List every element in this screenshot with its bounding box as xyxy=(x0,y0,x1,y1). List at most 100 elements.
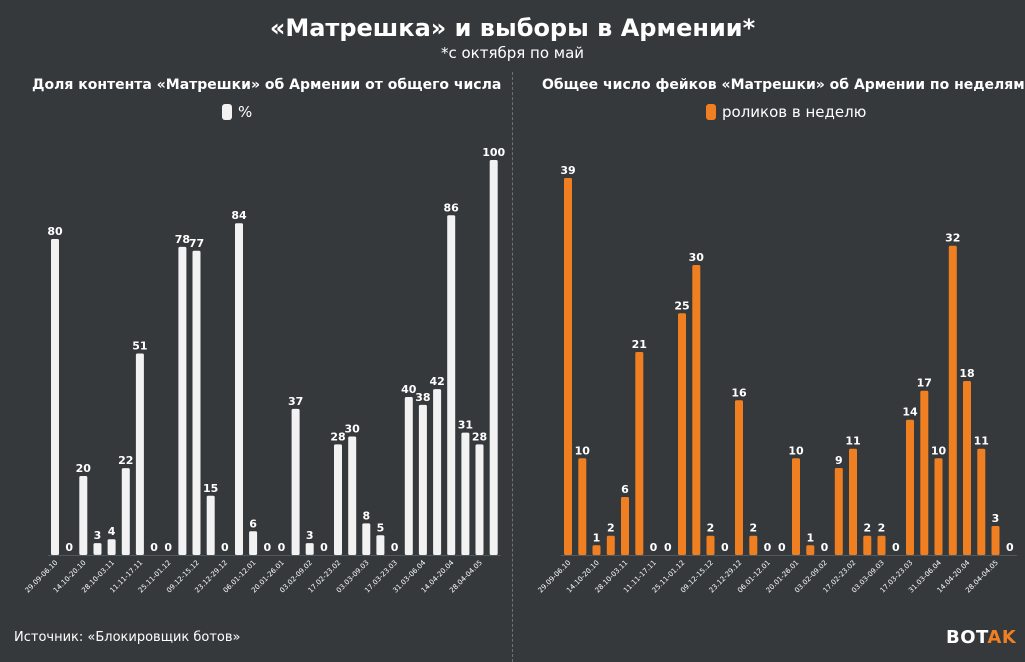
right-chart-bar xyxy=(564,178,572,555)
page-subtitle: *с октября по май xyxy=(440,44,585,62)
left-chart-data-label: 28 xyxy=(472,430,487,443)
right-chart-data-label: 25 xyxy=(674,299,689,312)
right-chart-data-label: 2 xyxy=(607,522,615,535)
left-chart-data-label: 51 xyxy=(132,340,147,353)
left-chart-data-label: 0 xyxy=(263,541,271,554)
left-chart-data-label: 28 xyxy=(330,430,345,443)
right-chart-data-label: 18 xyxy=(959,367,974,380)
left-chart-bar xyxy=(51,239,59,555)
left-chart-data-label: 20 xyxy=(76,462,92,475)
left-chart-legend: % xyxy=(222,103,252,121)
right-legend-label: роликов в неделю xyxy=(722,103,867,121)
left-chart-data-label: 80 xyxy=(47,225,63,238)
left-chart-data-label: 0 xyxy=(391,541,399,554)
right-chart-bar xyxy=(749,535,758,555)
right-chart-data-label: 6 xyxy=(621,483,629,496)
right-chart-data-label: 0 xyxy=(821,541,829,554)
right-chart-data-label: 39 xyxy=(560,164,575,177)
right-chart-bar xyxy=(906,419,914,555)
left-chart-bar xyxy=(192,250,201,556)
left-chart-bar xyxy=(447,215,456,556)
left-chart-data-label: 22 xyxy=(118,454,133,467)
right-chart-bar xyxy=(991,526,1000,555)
right-chart-data-label: 17 xyxy=(917,377,932,390)
left-chart-bar xyxy=(418,404,427,555)
right-chart-bar xyxy=(606,535,615,555)
right-chart-data-label: 11 xyxy=(974,435,989,448)
right-chart-bar xyxy=(592,545,601,555)
left-chart-data-label: 0 xyxy=(164,541,172,554)
logo-part-2: AK xyxy=(987,627,1017,648)
right-chart-data-label: 0 xyxy=(764,541,772,554)
right-chart-data-label: 10 xyxy=(788,444,804,457)
right-chart-data-label: 32 xyxy=(945,232,960,245)
left-chart-data-label: 0 xyxy=(65,541,73,554)
left-chart-bar xyxy=(291,408,300,556)
right-chart-data-label: 10 xyxy=(931,444,947,457)
left-chart-data-label: 8 xyxy=(362,509,370,522)
logo-part-1: BOT xyxy=(946,627,988,648)
left-chart-bar xyxy=(305,543,314,555)
right-chart-data-label: 0 xyxy=(650,541,658,554)
right-legend-swatch xyxy=(706,104,716,120)
right-chart-title: Общее число фейков «Матрешки» об Армении… xyxy=(542,77,1025,93)
right-chart-data-label: 1 xyxy=(593,531,601,544)
right-chart-bar xyxy=(735,400,743,555)
left-chart-data-label: 84 xyxy=(231,209,247,222)
left-chart-data-label: 5 xyxy=(377,521,385,534)
right-chart-data-label: 16 xyxy=(731,386,747,399)
right-chart-data-label: 0 xyxy=(721,541,729,554)
page-title: «Матрешка» и выборы в Армении* xyxy=(269,14,756,42)
left-chart-bar xyxy=(433,389,442,555)
right-chart-bar xyxy=(635,352,644,555)
left-chart-data-label: 0 xyxy=(221,541,229,554)
right-chart-data-label: 30 xyxy=(689,251,705,264)
right-chart-bar xyxy=(834,468,843,555)
left-chart-bar xyxy=(362,523,371,555)
left-chart-bar xyxy=(461,432,470,556)
left-chart-data-label: 3 xyxy=(94,529,102,542)
right-chart-data-label: 0 xyxy=(1006,541,1014,554)
left-chart-bar xyxy=(376,535,385,556)
left-chart-data-label: 4 xyxy=(108,525,116,538)
charts-divider xyxy=(512,72,514,662)
right-chart-bar xyxy=(806,545,815,555)
left-legend-label: % xyxy=(238,103,253,121)
right-chart-data-label: 0 xyxy=(778,541,786,554)
right-chart-data-label: 2 xyxy=(707,522,715,535)
left-chart-data-label: 15 xyxy=(203,482,218,495)
left-chart-bar xyxy=(249,531,258,555)
left-chart-data-label: 86 xyxy=(444,201,460,214)
right-chart-data-label: 2 xyxy=(863,522,871,535)
left-chart-data-label: 0 xyxy=(320,541,328,554)
right-chart-bar xyxy=(977,448,986,555)
left-chart-data-label: 78 xyxy=(175,233,190,246)
right-chart-data-label: 14 xyxy=(902,406,918,419)
left-chart-data-label: 6 xyxy=(249,517,257,530)
left-chart-bar xyxy=(79,476,88,555)
left-chart-bar xyxy=(135,353,144,555)
left-chart-data-label: 77 xyxy=(189,237,204,250)
left-chart-bar xyxy=(348,436,357,555)
right-chart-data-label: 2 xyxy=(749,522,757,535)
right-chart-bar xyxy=(877,535,886,555)
left-chart-bar xyxy=(235,223,243,555)
left-chart-bar xyxy=(107,539,116,555)
left-chart-data-label: 37 xyxy=(288,395,303,408)
right-chart-data-label: 2 xyxy=(878,522,886,535)
left-chart-bar xyxy=(475,444,484,555)
source-note: Источник: «Блокировщик ботов» xyxy=(14,630,241,645)
right-chart-bar xyxy=(706,535,715,555)
left-chart-data-label: 31 xyxy=(458,419,473,432)
right-chart-legend: роликов в неделю xyxy=(706,103,866,121)
left-chart-bar xyxy=(178,246,187,555)
right-chart-data-label: 1 xyxy=(806,531,814,544)
left-chart-data-label: 40 xyxy=(401,383,417,396)
brand-logo: BOTAK xyxy=(946,627,1016,648)
left-chart-bar xyxy=(206,495,215,556)
right-chart-bar xyxy=(948,245,957,555)
right-chart-data-label: 11 xyxy=(845,435,860,448)
left-chart-data-label: 38 xyxy=(415,391,430,404)
